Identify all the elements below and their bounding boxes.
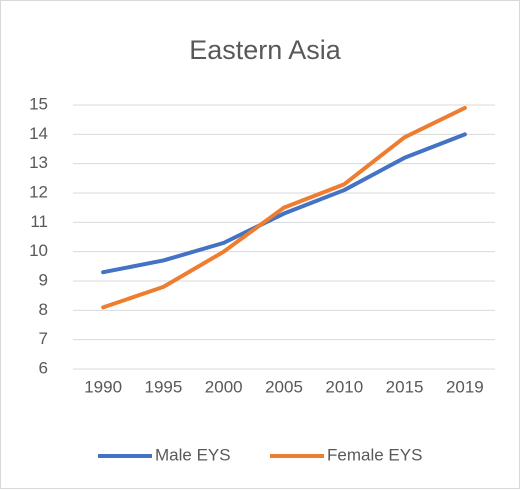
x-tick-label: 2019 — [446, 377, 484, 396]
y-tick-label: 12 — [29, 182, 48, 201]
x-tick-label: 2005 — [265, 377, 303, 396]
series-line — [101, 105, 467, 310]
y-tick-label: 11 — [30, 212, 48, 231]
series-line — [101, 132, 467, 275]
x-tick-label: 2015 — [386, 377, 424, 396]
legend-label: Female EYS — [327, 445, 422, 464]
y-tick-label: 13 — [29, 153, 48, 172]
legend-label: Male EYS — [155, 445, 231, 464]
y-tick-label: 8 — [39, 300, 48, 319]
x-tick-label: 2000 — [205, 377, 243, 396]
y-tick-label: 10 — [29, 241, 48, 260]
y-tick-label: 6 — [39, 358, 48, 377]
x-tick-label: 1990 — [84, 377, 122, 396]
chart-title: Eastern Asia — [189, 35, 342, 65]
y-tick-label: 14 — [29, 124, 48, 143]
y-tick-label: 9 — [39, 270, 48, 289]
y-tick-label: 7 — [39, 329, 48, 348]
y-tick-label: 15 — [29, 94, 48, 113]
x-tick-label: 1995 — [145, 377, 183, 396]
x-tick-label: 2010 — [325, 377, 363, 396]
